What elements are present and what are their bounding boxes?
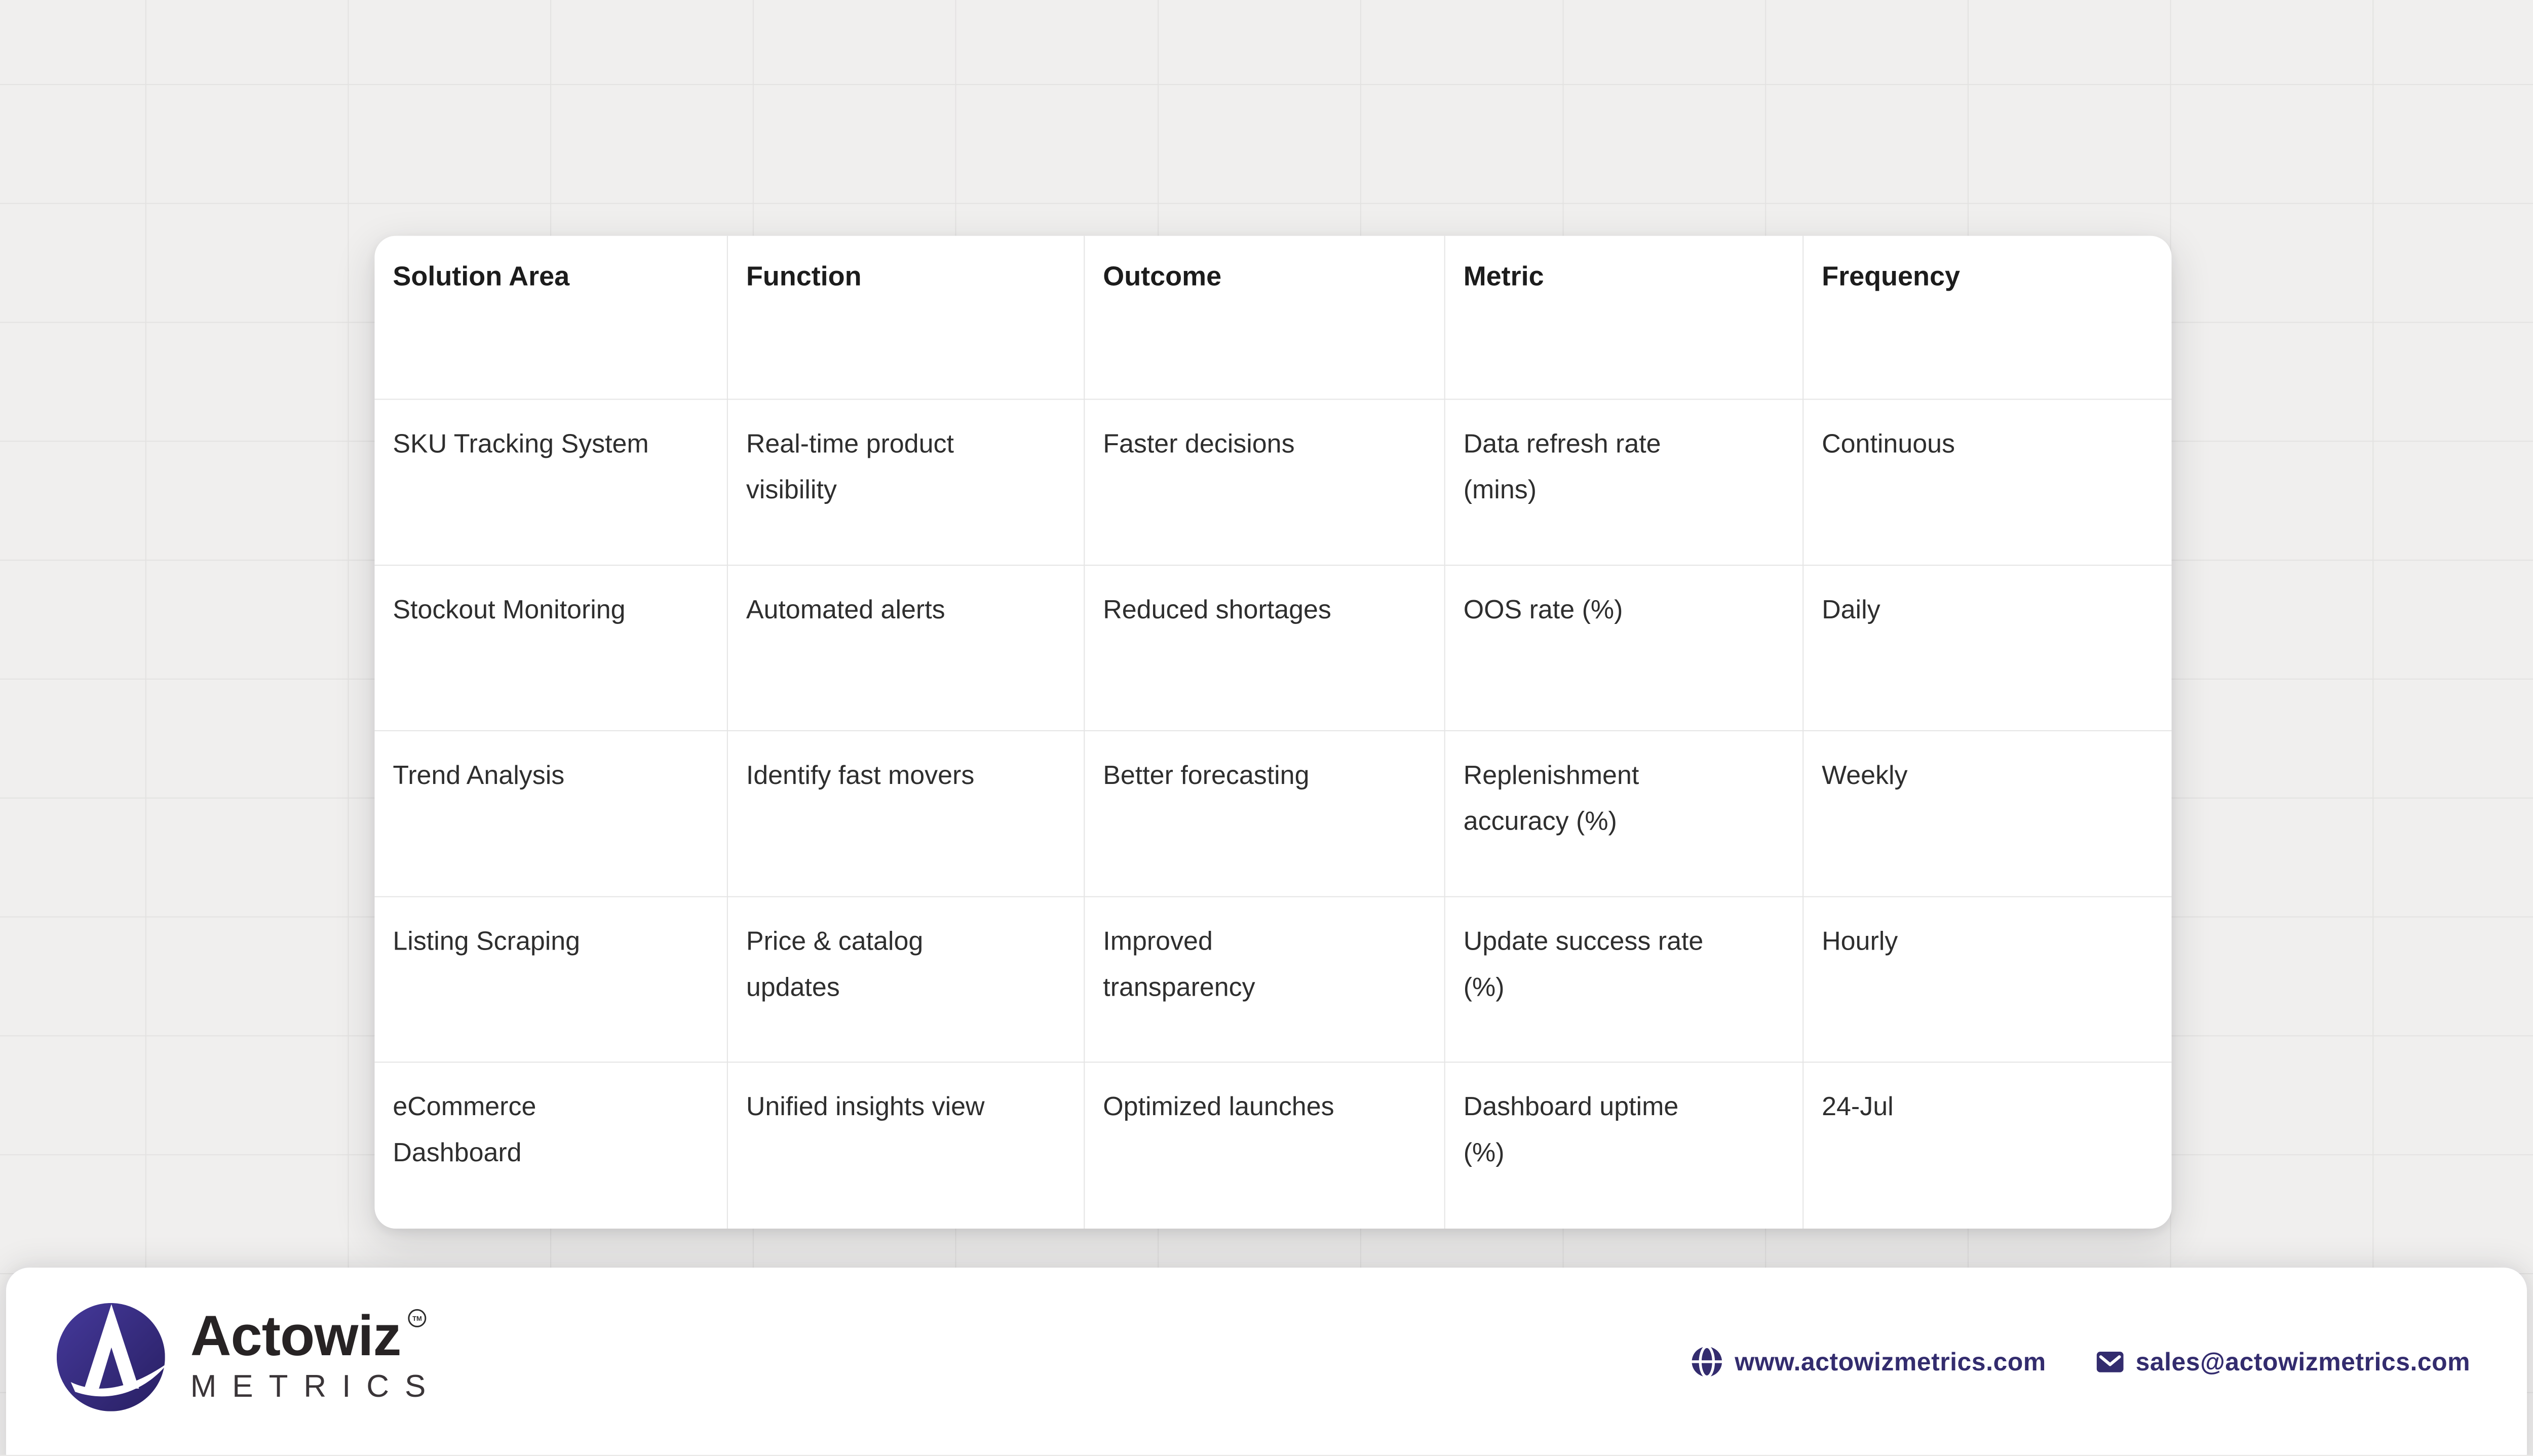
- table-cell: Faster decisions: [1085, 400, 1445, 566]
- globe-icon: [1691, 1346, 1723, 1378]
- brand-text: Actowiz TM METRICS: [190, 1304, 442, 1404]
- table-cell: Daily: [1803, 566, 2172, 732]
- table-cell: Weekly: [1803, 731, 2172, 897]
- brand-subtitle: METRICS: [190, 1369, 442, 1404]
- email-link[interactable]: sales@actowizmetrics.com: [2096, 1347, 2471, 1376]
- table-cell: Stockout Monitoring: [374, 565, 728, 732]
- table-cell: Data refresh rate (mins): [1445, 400, 1804, 566]
- column-header-function: Function: [727, 235, 1085, 400]
- website-label: www.actowizmetrics.com: [1735, 1347, 2046, 1376]
- table-cell: Improved transparency: [1085, 897, 1445, 1063]
- table-cell: Dashboard uptime (%): [1445, 1063, 1804, 1229]
- table-cell: eCommerce Dashboard: [374, 1063, 728, 1229]
- table-cell: Optimized launches: [1085, 1063, 1445, 1229]
- mail-icon: [2096, 1351, 2124, 1372]
- table-cell: Price & catalog updates: [727, 897, 1085, 1063]
- table-cell: Automated alerts: [727, 565, 1085, 732]
- table-cell: SKU Tracking System: [374, 400, 728, 566]
- table-cell: Real-time product visibility: [727, 400, 1085, 566]
- website-link[interactable]: www.actowizmetrics.com: [1691, 1346, 2046, 1378]
- table-cell: Identify fast movers: [727, 731, 1085, 897]
- table-cell: Replenishment accuracy (%): [1445, 731, 1804, 897]
- column-header-solution-area: Solution Area: [374, 235, 728, 400]
- email-label: sales@actowizmetrics.com: [2135, 1347, 2471, 1376]
- table-cell: Continuous: [1803, 400, 2172, 566]
- column-header-outcome: Outcome: [1085, 235, 1445, 400]
- footer-panel: Actowiz TM METRICS www.actowizmetrics.co…: [6, 1267, 2527, 1455]
- table-cell: OOS rate (%): [1445, 565, 1804, 732]
- column-header-frequency: Frequency: [1803, 236, 2172, 400]
- contact-row: www.actowizmetrics.com sales@actowizmetr…: [1691, 1344, 2470, 1380]
- brand-lockup: Actowiz TM METRICS: [56, 1303, 442, 1411]
- column-header-metric: Metric: [1445, 235, 1804, 400]
- actowiz-logo-icon: [56, 1303, 165, 1411]
- table-cell: 24-Jul: [1822, 1092, 1894, 1122]
- brand-name: Actowiz: [190, 1304, 402, 1367]
- table-cell: Update success rate (%): [1445, 897, 1804, 1063]
- table-cell: Trend Analysis: [374, 731, 728, 897]
- table-cell: Better forecasting: [1085, 731, 1445, 897]
- table-cell: Hourly: [1803, 897, 2172, 1063]
- solutions-table: Solution Area Function Outcome Metric Fr…: [374, 235, 2172, 1229]
- table-cell: Reduced shortages: [1085, 565, 1445, 732]
- table-cell: Unified insights view: [728, 1063, 1085, 1229]
- table-cell: Listing Scraping: [374, 897, 728, 1063]
- trademark-icon: TM: [408, 1309, 427, 1327]
